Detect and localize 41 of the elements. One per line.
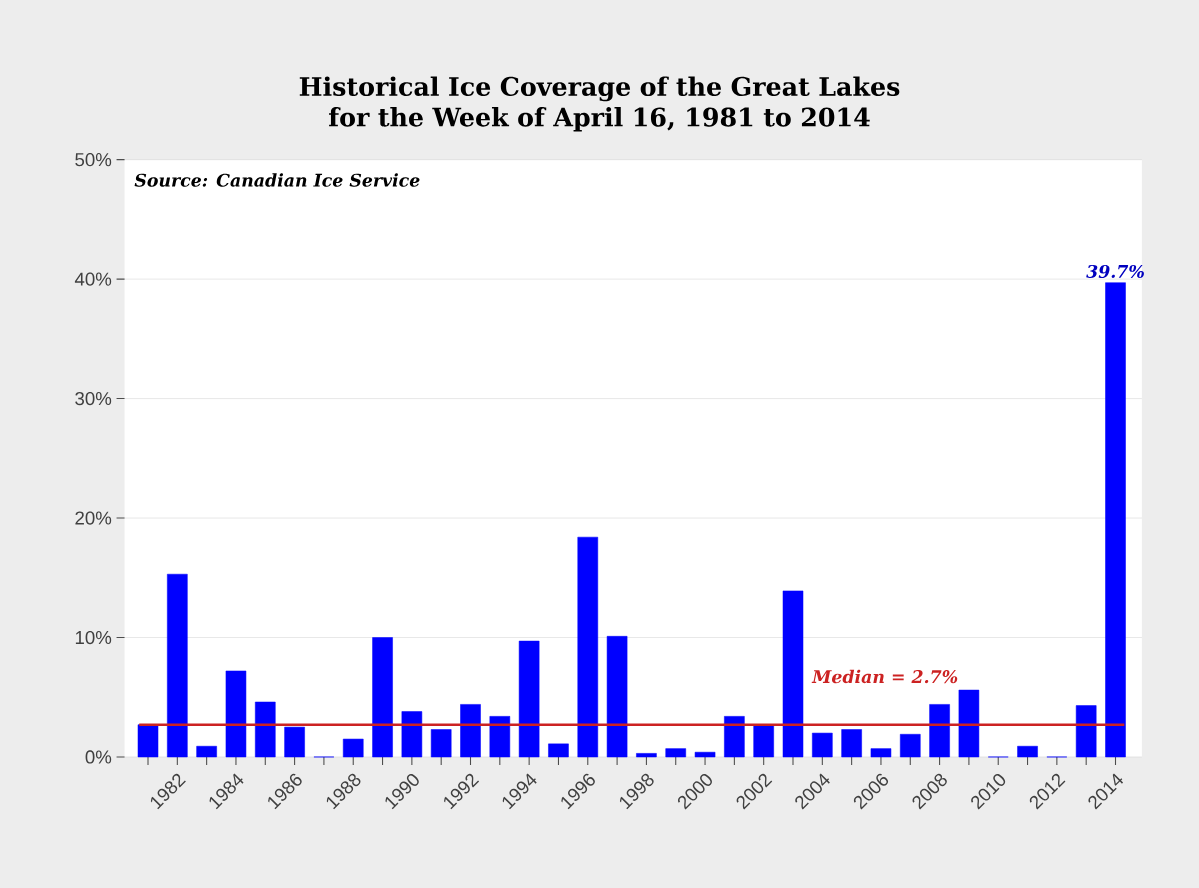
bar (518, 640, 540, 758)
annotation: Source: Canadian Ice Service (134, 173, 420, 187)
bar (665, 748, 686, 758)
y-tick-label: 10% (75, 630, 112, 645)
bar (958, 689, 980, 758)
bar (753, 724, 774, 758)
bar (1075, 705, 1097, 758)
bar (167, 573, 188, 758)
y-tick-label: 20% (75, 511, 112, 525)
data-label: 39.7% (1086, 264, 1144, 278)
bar (489, 716, 511, 758)
chart-title: Historical Ice Coverage of the Great Lakes for the Week of April 16, 1981 to 2014 (299, 76, 900, 132)
bar (255, 701, 276, 758)
y-tick-label: 30% (75, 391, 112, 406)
bar (694, 751, 716, 758)
ref-line-label: Median = 2.7% (811, 669, 958, 684)
bar (841, 729, 862, 758)
bar (606, 636, 628, 758)
bar (137, 724, 159, 758)
bar (900, 734, 921, 758)
bar (430, 729, 452, 758)
y-tick-label: 40% (74, 272, 112, 286)
bar (284, 726, 305, 758)
bar (577, 536, 599, 758)
bar (1105, 282, 1126, 758)
bar (782, 590, 804, 758)
bar (372, 637, 393, 758)
bar (812, 732, 833, 758)
bar (342, 738, 364, 758)
y-tick-label: 50% (75, 153, 112, 167)
bar (929, 704, 950, 758)
bar (225, 670, 247, 758)
bar (636, 753, 657, 758)
bar (724, 716, 745, 758)
bar (460, 704, 481, 758)
bar (870, 748, 892, 758)
bar (196, 745, 217, 758)
y-tick-label: 0% (85, 750, 112, 764)
bar (548, 743, 569, 758)
bar (401, 711, 423, 758)
bar (1017, 745, 1038, 758)
